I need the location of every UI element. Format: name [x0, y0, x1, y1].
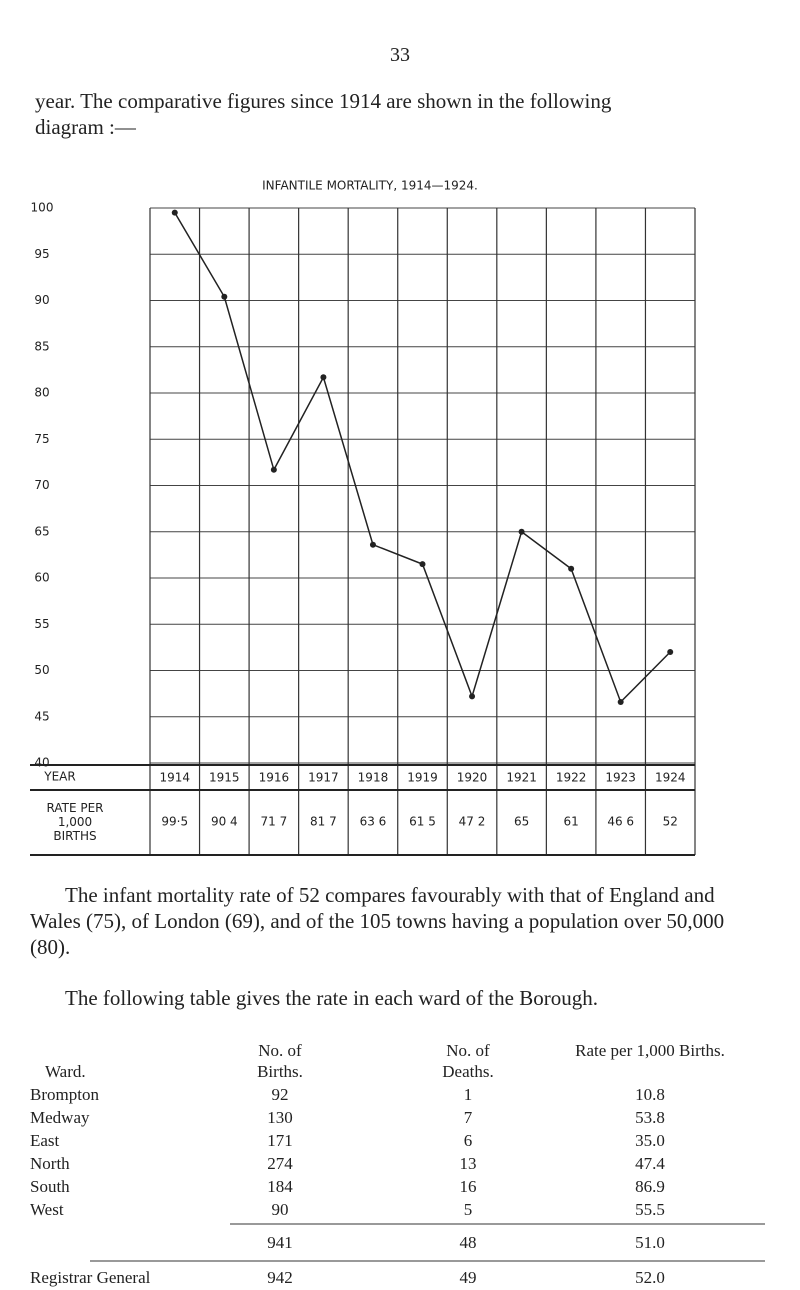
value-label: 52	[663, 815, 678, 829]
table-cell: West	[30, 1200, 64, 1219]
table-cell: 16	[459, 1177, 477, 1196]
table-cell: No. of Births.	[257, 1041, 303, 1081]
table-cell: Brompton	[30, 1085, 99, 1104]
table-cell: 49	[459, 1268, 477, 1287]
value-label: 46 6	[607, 815, 634, 829]
value-label: 71 7	[261, 815, 288, 829]
y-tick-label: 45	[34, 709, 49, 723]
y-tick-label: 85	[34, 339, 49, 353]
x-tick-label: 1923	[605, 771, 636, 785]
chart-title: INFANTILE MORTALITY, 1914—1924.	[262, 179, 478, 193]
table-cell: 941	[267, 1233, 293, 1252]
y-tick-label: 40	[34, 756, 49, 770]
table-cell: 13	[459, 1154, 477, 1173]
table-cell: Registrar General	[30, 1268, 151, 1287]
x-tick-label: 1918	[358, 771, 389, 785]
x-tick-label: 1916	[259, 771, 290, 785]
table-cell: 86.9	[635, 1177, 665, 1196]
table-cell: No. of Deaths.	[442, 1041, 494, 1081]
table-cell: South	[30, 1177, 70, 1196]
value-label: 99·5	[161, 815, 188, 829]
table-cell: 51.0	[635, 1233, 665, 1252]
table-cell: North	[30, 1154, 70, 1173]
y-tick-label: 60	[34, 571, 49, 585]
table-cell: Ward.	[45, 1062, 86, 1081]
table-cell: 48	[459, 1233, 477, 1252]
paragraph: The infant mortality rate of 52 compares…	[30, 883, 725, 959]
intro: year. The comparative figures since 1914…	[35, 89, 612, 139]
table-cell: 171	[267, 1131, 293, 1150]
table-cell: 90	[271, 1200, 289, 1219]
x-tick-label: 1919	[407, 771, 438, 785]
x-tick-label: 1922	[556, 771, 587, 785]
y-tick-label: 70	[34, 478, 49, 492]
x-tick-label: 1924	[655, 771, 686, 785]
table-cell: 274	[267, 1154, 293, 1173]
value-label: 61 5	[409, 815, 436, 829]
table-cell: 55.5	[635, 1200, 665, 1219]
row-label: YEAR	[43, 770, 75, 784]
table-cell: 184	[267, 1177, 293, 1196]
table-cell: 47.4	[635, 1154, 665, 1173]
y-tick-label: 80	[34, 386, 49, 400]
table-cell: East	[30, 1131, 60, 1150]
x-tick-label: 1914	[159, 771, 190, 785]
x-tick-label: 1921	[506, 771, 537, 785]
y-tick-label: 50	[34, 663, 49, 677]
table-cell: 52.0	[635, 1268, 665, 1287]
table-cell: 6	[463, 1131, 473, 1150]
page-number: 33	[390, 44, 410, 66]
table-cell: 92	[271, 1085, 289, 1104]
value-label: 47 2	[459, 815, 486, 829]
paragraph: The following table gives the rate in ea…	[65, 986, 598, 1010]
value-label: 65	[514, 815, 529, 829]
table-cell: Rate per 1,000 Births.	[575, 1041, 725, 1060]
table-cell: 53.8	[635, 1108, 665, 1127]
y-tick-label: 55	[34, 617, 49, 631]
table-cell: 130	[267, 1108, 293, 1127]
y-tick-label: 95	[34, 247, 49, 261]
table-cell: 10.8	[635, 1085, 665, 1104]
value-label: 81 7	[310, 815, 337, 829]
table-cell: 1	[463, 1085, 473, 1104]
value-label: 90 4	[211, 815, 238, 829]
x-tick-label: 1920	[457, 771, 488, 785]
table-cell: 7	[463, 1108, 473, 1127]
table-cell: Medway	[30, 1108, 90, 1127]
value-label: 61	[563, 815, 578, 829]
x-tick-label: 1917	[308, 771, 339, 785]
row-label: RATE PER 1,000 BIRTHS	[46, 801, 103, 843]
rate-line	[174, 212, 671, 704]
y-tick-label: 65	[34, 524, 49, 538]
y-tick-label: 90	[34, 293, 49, 307]
table-cell: 942	[267, 1268, 293, 1287]
table-cell: 35.0	[635, 1131, 665, 1150]
table-cell: 5	[463, 1200, 473, 1219]
y-tick-label: 75	[34, 432, 49, 446]
y-tick-label: 100	[31, 201, 54, 215]
value-label: 63 6	[360, 815, 387, 829]
x-tick-label: 1915	[209, 771, 240, 785]
